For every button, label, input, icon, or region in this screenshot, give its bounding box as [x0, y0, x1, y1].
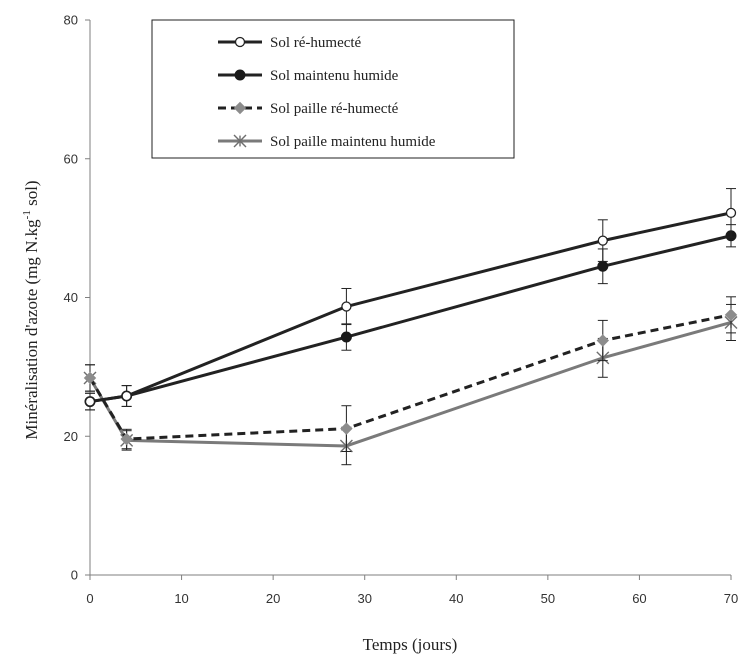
open-circle-marker: [121, 390, 132, 402]
filled-circle-marker: [340, 331, 352, 343]
open-circle-marker: [341, 301, 352, 312]
series-line: [89, 211, 732, 404]
series-2: [84, 224, 737, 411]
series-line: [88, 313, 732, 441]
legend-entry: Sol ré-humecté: [218, 35, 362, 51]
axes: 0 20 40 60 80 0 10 20 30 40 50 60 70: [64, 13, 739, 607]
y-tick-label: 60: [64, 151, 78, 166]
legend-entry: Sol paille maintenu humide: [218, 134, 436, 150]
gray-diamond-marker: [724, 308, 738, 322]
y-axis-title-main: Minéralisation d'azote (mg N.kg: [22, 219, 41, 440]
gray-diamond-marker: [233, 101, 247, 115]
y-tick-label: 80: [64, 13, 78, 28]
x-tick-label: 60: [632, 591, 646, 606]
x-tick-label: 10: [174, 591, 188, 606]
open-circle-marker: [597, 235, 608, 246]
gray-diamond-marker: [120, 432, 133, 446]
open-circle-marker: [725, 207, 737, 219]
series-layer: [83, 188, 738, 466]
open-circle-marker: [84, 396, 96, 407]
gray-diamond-marker: [596, 334, 610, 347]
legend-box: [151, 19, 515, 159]
series-line: [88, 321, 732, 448]
filled-circle-marker: [597, 260, 609, 272]
gray-diamond-marker: [83, 371, 97, 385]
x-tick-label: 20: [266, 591, 280, 606]
legend-label: Sol paille ré-humecté: [270, 101, 399, 117]
y-tick-label: 20: [64, 429, 78, 444]
y-axis-title-end: sol): [22, 180, 41, 210]
legend: Sol ré-humecté Sol maintenu humide Sol pai…: [151, 19, 515, 159]
y-axis-title: Minéralisation d'azote (mg N.kg-1 sol): [21, 180, 41, 439]
series-3: [83, 296, 738, 453]
x-tick-label: 30: [357, 591, 371, 606]
x-tick-label: 70: [724, 591, 738, 606]
y-tick-label: 40: [64, 290, 78, 305]
y-axis-title-sup: -1: [21, 210, 33, 219]
open-circle-marker: [234, 36, 246, 48]
x-tick-label: 40: [449, 591, 463, 606]
legend-label: Sol maintenu humide: [270, 68, 399, 84]
x-axis-title: Temps (jours): [363, 635, 458, 654]
x-tick-label: 0: [86, 591, 93, 606]
star-marker: [233, 134, 247, 148]
filled-circle-marker: [234, 69, 246, 81]
series-line: [89, 234, 732, 404]
legend-entry: Sol maintenu humide: [218, 68, 399, 84]
gray-diamond-marker: [340, 422, 353, 435]
y-tick-label: 0: [71, 568, 78, 583]
series-4: [83, 303, 738, 466]
legend-entry: Sol paille ré-humecté: [218, 101, 399, 117]
series-1: [84, 188, 737, 411]
legend-label: Sol ré-humecté: [270, 35, 362, 51]
legend-label: Sol paille maintenu humide: [270, 134, 436, 150]
x-tick-label: 50: [541, 591, 555, 606]
